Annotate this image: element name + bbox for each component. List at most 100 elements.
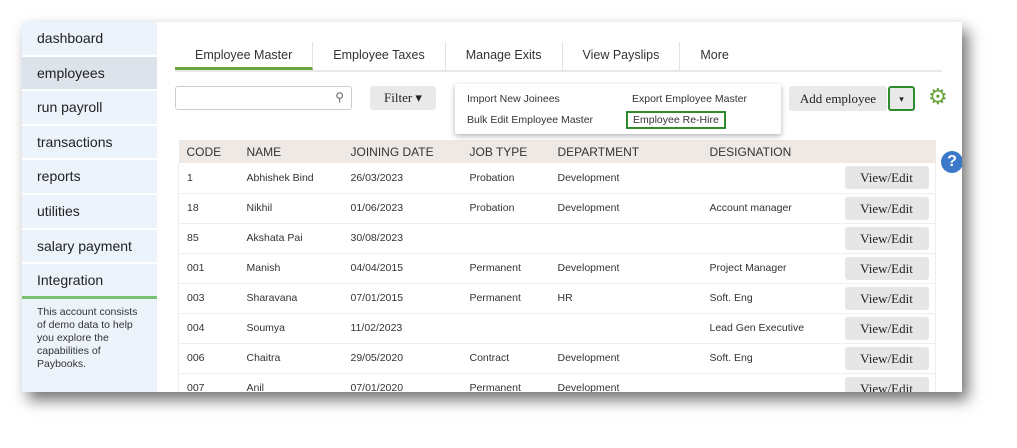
table-cell: 004	[178, 313, 239, 344]
table-cell: 007	[178, 373, 239, 392]
table-cell: Project Manager	[701, 253, 837, 284]
view-edit-button[interactable]: View/Edit	[844, 166, 929, 190]
add-employee-button[interactable]: Add employee	[789, 86, 887, 111]
table-cell: 07/01/2015	[342, 283, 462, 314]
view-edit-button[interactable]: View/Edit	[844, 226, 929, 250]
demo-note: This account consists of demo data to he…	[37, 305, 138, 370]
add-employee-dropdown-toggle[interactable]: ▾	[888, 86, 915, 111]
table-cell: Permanent	[461, 283, 550, 314]
view-edit-button[interactable]: View/Edit	[844, 346, 929, 370]
table-cell: Lead Gen Executive	[701, 313, 837, 344]
table-cell: 18	[178, 193, 239, 224]
table-row: 006 Chaitra 29/05/2020 Contract Development S…	[178, 343, 936, 374]
menu-item-import-new-joinees[interactable]: Import New Joinees	[467, 92, 560, 105]
menu-item-bulk-edit-employee-master[interactable]: Bulk Edit Employee Master	[467, 113, 594, 126]
table-cell: Abhishek Bind	[238, 163, 343, 194]
search-input[interactable]: ⚲	[175, 86, 352, 110]
table-row: 004 Soumya 11/02/2023 Lead Gen Executive Vie…	[178, 313, 936, 344]
table-cell: 11/02/2023	[342, 313, 462, 344]
table-cell: 85	[178, 223, 239, 254]
table-row: 003 Sharavana 07/01/2015 Permanent HR Soft. E…	[178, 283, 936, 314]
tab-employee-master[interactable]: Employee Master	[175, 42, 314, 70]
search-icon[interactable]: ⚲	[335, 90, 344, 104]
table-cell: Permanent	[461, 253, 550, 284]
main-content: Employee Master Employee Taxes Manage Exit…	[157, 22, 962, 392]
table-cell	[461, 223, 550, 254]
tab-more[interactable]: More	[700, 48, 729, 62]
table-cell: Permanent	[461, 373, 550, 392]
sidebar-item-run-payroll[interactable]: run payroll	[22, 91, 157, 126]
column-header: DESIGNATION	[701, 140, 837, 163]
tab-employee-taxes[interactable]: Employee Taxes	[313, 42, 446, 70]
view-edit-button[interactable]: View/Edit	[844, 196, 929, 220]
column-header: CODE	[178, 140, 239, 163]
table-cell	[549, 313, 702, 344]
table-cell: 001	[178, 253, 239, 284]
sidebar-item-salary-payment[interactable]: salary payment	[22, 230, 157, 265]
column-header: JOB TYPE	[461, 140, 550, 163]
table-cell: Soft. Eng	[701, 283, 837, 314]
menu-item-export-employee-master[interactable]: Export Employee Master	[632, 92, 747, 105]
table-cell: Chaitra	[238, 343, 343, 374]
table-cell: Manish	[238, 253, 343, 284]
column-header: JOINING DATE	[342, 140, 462, 163]
table-row: 001 Manish 04/04/2015 Permanent Development P…	[178, 253, 936, 284]
table-cell: 003	[178, 283, 239, 314]
tab-manage-exits[interactable]: Manage Exits	[446, 42, 563, 70]
sidebar-item-employees[interactable]: employees	[22, 56, 157, 92]
table-cell: 07/01/2020	[342, 373, 462, 392]
table-row: 1 Abhishek Bind 26/03/2023 Probation Develop…	[178, 163, 936, 194]
sidebar-item-utilities[interactable]: utilities	[22, 195, 157, 230]
app-window: dashboard employees run payroll transaction…	[22, 22, 962, 392]
table-cell: Development	[549, 373, 702, 392]
table-cell: 1	[178, 163, 239, 194]
table-cell: Nikhil	[238, 193, 343, 224]
table-cell: HR	[549, 283, 702, 314]
menu-item-employee-rehire[interactable]: Employee Re-Hire	[626, 110, 726, 129]
column-header-action	[836, 140, 936, 163]
filter-button[interactable]: Filter ▾	[370, 86, 436, 110]
clear-demo-data-link[interactable]: Clear demo data	[22, 371, 157, 392]
table-row: 85 Akshata Pai 30/08/2023 View/Edit	[178, 223, 936, 254]
table-cell: 30/08/2023	[342, 223, 462, 254]
table-cell: Account manager	[701, 193, 837, 224]
table-cell: Development	[549, 253, 702, 284]
table-cell: 04/04/2015	[342, 253, 462, 284]
help-icon[interactable]: ?	[941, 151, 962, 173]
table-cell: 006	[178, 343, 239, 374]
table-cell: Soft. Eng	[701, 343, 837, 374]
table-cell: Soumya	[238, 313, 343, 344]
column-header: NAME	[238, 140, 343, 163]
table-cell	[461, 313, 550, 344]
table-row: 007 Anil 07/01/2020 Permanent Development Vie…	[178, 373, 936, 392]
column-header: DEPARTMENT	[549, 140, 702, 163]
view-edit-button[interactable]: View/Edit	[844, 376, 929, 392]
table-cell: 01/06/2023	[342, 193, 462, 224]
gear-icon[interactable]: ⚙	[928, 84, 948, 109]
view-edit-button[interactable]: View/Edit	[844, 286, 929, 310]
table-cell: Probation	[461, 163, 550, 194]
tab-view-payslips[interactable]: View Payslips	[563, 42, 681, 70]
table-cell: Anil	[238, 373, 343, 392]
table-cell: Development	[549, 343, 702, 374]
table-cell: Development	[549, 163, 702, 194]
add-employee-menu: Import New Joinees Export Employee Maste…	[455, 84, 781, 134]
sidebar-item-integration[interactable]: Integration	[22, 264, 157, 299]
tab-bar: Employee Master Employee Taxes Manage Exit…	[175, 42, 942, 72]
sidebar-item-transactions[interactable]: transactions	[22, 126, 157, 161]
employee-table: CODE NAME JOINING DATE JOB TYPE DEPARTMENT DE…	[178, 140, 936, 392]
sidebar-item-reports[interactable]: reports	[22, 160, 157, 195]
view-edit-button[interactable]: View/Edit	[844, 316, 929, 340]
sidebar-item-dashboard[interactable]: dashboard	[22, 22, 157, 57]
table-cell: 26/03/2023	[342, 163, 462, 194]
table-cell: Development	[549, 193, 702, 224]
table-cell: Sharavana	[238, 283, 343, 314]
table-cell: Contract	[461, 343, 550, 374]
sidebar: dashboard employees run payroll transaction…	[22, 22, 157, 392]
table-cell: Akshata Pai	[238, 223, 343, 254]
table-cell: Probation	[461, 193, 550, 224]
table-cell	[549, 223, 702, 254]
table-cell	[701, 223, 837, 254]
table-cell	[701, 163, 837, 194]
view-edit-button[interactable]: View/Edit	[844, 256, 929, 280]
